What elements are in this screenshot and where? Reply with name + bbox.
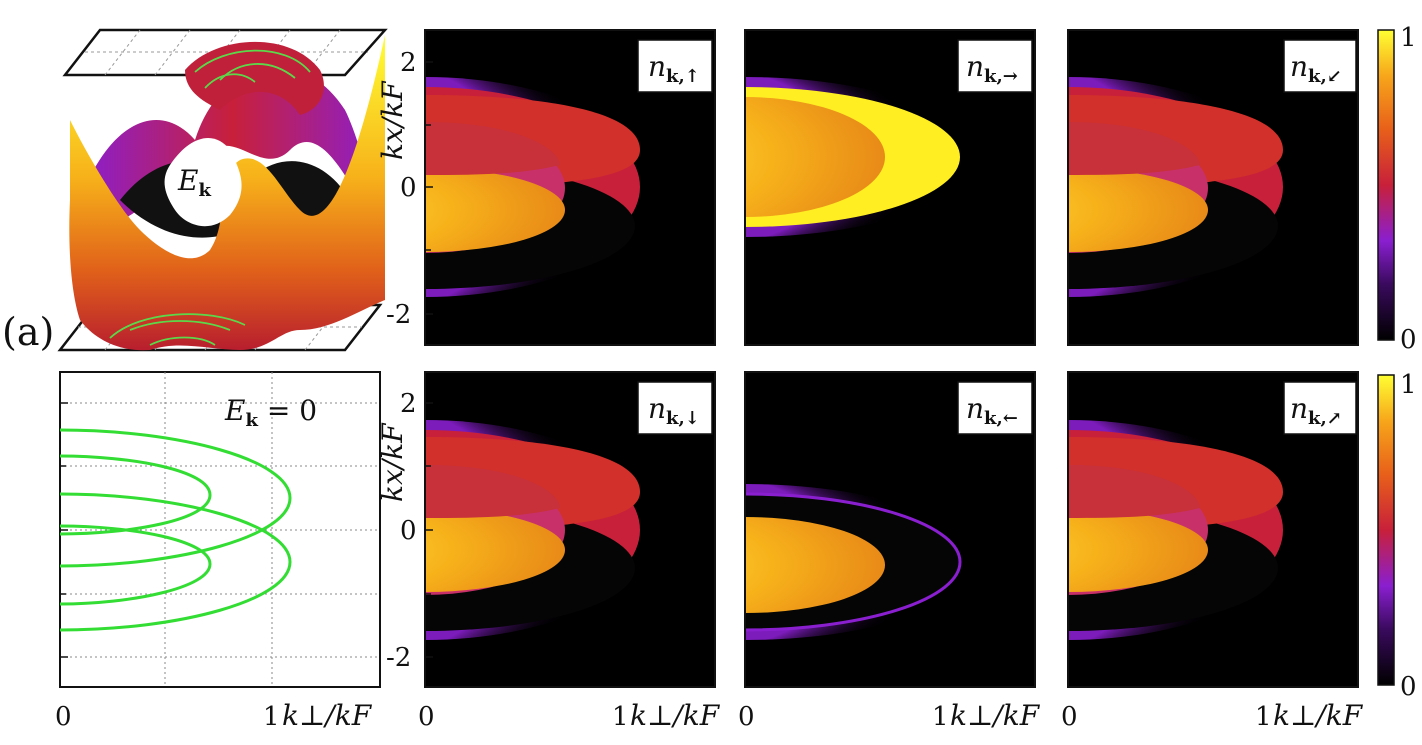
y-tick-bottom-neg2: -2 [386,643,411,673]
contour-label: Ek = 0 [224,394,317,431]
panel-label-diag-down-left: nk,↙ [1290,50,1342,87]
panel-label-box [637,39,713,93]
colorbar-top-max: 1 [1400,23,1417,53]
surface-label-window [164,138,242,227]
inner-core [1068,168,1208,252]
inner-core [425,508,565,592]
y-tick-top-2: 2 [400,48,417,78]
contour-panel: Ek = 0 0 1 k⊥/kF [55,371,381,732]
axes-ticks [60,61,433,658]
panel-label-box [637,381,713,435]
inner-core [425,168,565,252]
panel-label-box [957,381,1033,435]
y-axis-label-bottom: kx/kF [376,422,409,502]
x-axis-label-p5: k⊥/kF [950,699,1041,732]
x-tick-p4-0: 0 [418,702,435,732]
contour-curve-2 [59,492,292,632]
surface-back-band [80,67,385,261]
x-tick-p4-1: 1 [612,702,629,732]
colorbar-bottom: 1 0 [1377,370,1417,702]
inner-core [1068,508,1208,592]
x-tick-p5-0: 0 [738,702,755,732]
y-axis-label-top: kx/kF [376,80,409,160]
panel-tag: (a) [2,310,54,354]
y-axis-labels-bottom: 2 0 -2 kx/kF [376,389,417,673]
density-panel-diag-down-left: nk,↙ [1067,29,1359,346]
colorbar-top-min: 0 [1400,325,1417,355]
density-panel-up: nk,↑ [424,29,716,346]
x-tick-p6-1: 1 [1255,702,1272,732]
surface-bottom-contours [109,313,246,346]
x-axis-label-p4: k⊥/kF [630,699,721,732]
contour-x-axis-label: k⊥/kF [282,699,373,732]
panel-label-left: nk,← [966,392,1018,429]
panel-label-down: nk,↓ [648,392,700,429]
surface-plot: Ek [57,28,388,352]
inner-core [745,517,885,613]
colorbar-bottom-min: 0 [1400,672,1417,702]
contour-x-tick-0: 0 [55,702,72,732]
panel-label-diag-up-right: nk,↗ [1290,392,1342,429]
contour-x-tick-1: 1 [263,702,280,732]
y-tick-bottom-0: 0 [400,516,417,546]
surface-top-contours [194,49,311,89]
density-panel-diag-up-right: nk,↗ [1067,371,1359,688]
density-panel-left: nk,← [744,371,1036,688]
top-plane-grid [85,29,368,76]
y-tick-top-0: 0 [400,173,417,203]
panel-label-right: nk,→ [966,50,1018,87]
contour-curves [59,428,292,632]
contour-grid [60,372,380,687]
panel-label-box [957,39,1033,93]
x-axis-label-p6: k⊥/kF [1273,699,1364,732]
panel-label-box [1283,381,1357,435]
colorbar-top: 1 0 [1377,23,1417,355]
inner-core [745,97,885,217]
density-panel-down: nk,↓ [424,371,716,688]
x-tick-p6-0: 0 [1061,702,1078,732]
surface-label: Ek [177,164,211,201]
colorbar-bottom-max: 1 [1400,370,1417,400]
panel-label-up: nk,↑ [648,50,700,87]
y-axis-labels-top: 2 0 -2 kx/kF [376,48,417,330]
contour-curve-1 [59,428,292,568]
contour-curve-4 [59,524,212,606]
surface-top-ridge [185,41,324,115]
y-tick-bottom-2: 2 [400,389,417,419]
x-axis-labels: 0 1 k⊥/kF 0 1 k⊥/kF 0 1 k⊥/kF [418,699,1364,732]
y-tick-top-neg2: -2 [386,300,411,330]
x-tick-p5-1: 1 [932,702,949,732]
panel-label-box [1283,39,1357,93]
density-panel-right: nk,→ [744,29,1036,346]
